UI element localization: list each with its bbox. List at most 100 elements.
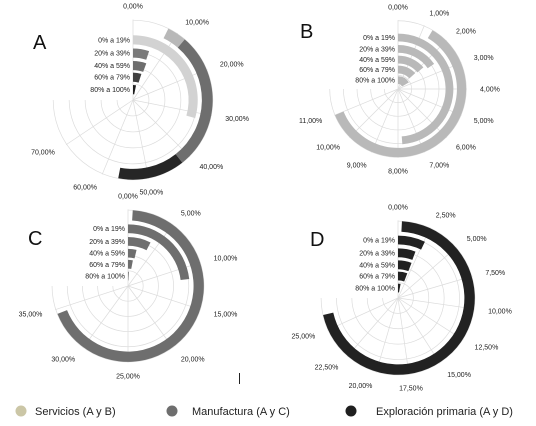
tick-label: 35,00% [19, 311, 43, 318]
legend-label-manufactura: Manufactura (A y C) [192, 406, 290, 418]
grid-spoke [334, 88, 399, 116]
tick-label: 10,00% [185, 19, 209, 26]
grid-spoke [397, 275, 473, 299]
tick-label: 60,00% [73, 184, 97, 191]
tick-label: 7,00% [429, 162, 449, 169]
category-bar [398, 248, 416, 260]
grid-spoke [397, 88, 425, 153]
grid-spoke [82, 285, 129, 349]
tick-label: 50,00% [139, 190, 163, 197]
tick-label: 6,00% [456, 144, 476, 151]
tick-label: 20,00% [349, 383, 373, 390]
panel-letter: C [28, 228, 42, 250]
grid-spoke [397, 297, 475, 310]
category-bar [133, 72, 142, 83]
grid-spoke [397, 297, 441, 364]
tick-label: 30,00% [51, 356, 75, 363]
category-label: 60% a 79% [359, 274, 395, 281]
tick-label: 22,50% [315, 364, 339, 371]
tick-label: 15,00% [447, 372, 471, 379]
category-label: 60% a 79% [89, 262, 125, 269]
category-bar [133, 60, 147, 72]
legend: Servicios (A y B) Manufactura (A y C) Ex… [15, 405, 513, 418]
category-bar [398, 235, 425, 250]
category-label: 80% a 100% [85, 274, 125, 281]
panel-letter: B [300, 21, 313, 43]
grid-spoke [349, 88, 399, 138]
category-bar [398, 55, 424, 73]
grid-spoke [375, 297, 399, 373]
grid-spoke [397, 88, 462, 116]
outer-arc-segment [118, 154, 183, 180]
tick-label: 20,00% [181, 356, 205, 363]
category-label: 40% a 59% [359, 57, 395, 64]
tick-label: 7,50% [485, 270, 505, 277]
category-label: 0% a 19% [98, 37, 130, 44]
category-bar [398, 260, 412, 272]
panel-letter: A [33, 32, 47, 54]
tick-label: 2,00% [456, 29, 476, 36]
grid-spoke [127, 223, 174, 287]
category-label: 80% a 100% [355, 78, 395, 85]
grid-ring [82, 240, 174, 332]
grid-spoke [397, 88, 447, 138]
grid-spoke [132, 99, 213, 117]
tick-label: 4,00% [480, 87, 500, 94]
category-label: 60% a 79% [94, 75, 130, 82]
grid-ring [382, 282, 414, 314]
legend-item-exploracion-primaria: Exploración primaria (A y D) [345, 405, 513, 418]
polar-grid [51, 209, 205, 363]
category-label: 40% a 59% [89, 251, 125, 258]
grid-spoke [65, 99, 134, 146]
outer-arc-segment [163, 28, 185, 48]
category-label: 60% a 79% [359, 67, 395, 74]
category-bar [133, 85, 137, 95]
category-label: 0% a 19% [93, 226, 125, 233]
grid-spoke [101, 99, 134, 175]
category-label: 40% a 59% [359, 262, 395, 269]
grid-ring [351, 251, 445, 345]
grid-spoke [127, 261, 201, 287]
category-label: 20% a 39% [94, 51, 130, 58]
category-bar [128, 224, 190, 281]
tick-label: 20,00% [220, 62, 244, 69]
grid-spoke [127, 285, 174, 349]
grid-spoke [327, 297, 399, 331]
tick-label: 8,00% [388, 169, 408, 176]
tick-label: 25,00% [116, 374, 140, 381]
category-label: 0% a 19% [363, 238, 395, 245]
category-bar [128, 248, 137, 259]
grid-spoke [397, 297, 464, 341]
category-label: 80% a 100% [90, 87, 130, 94]
grid-spoke [371, 88, 399, 153]
legend-swatch-servicios [15, 405, 27, 417]
category-label: 40% a 59% [94, 63, 130, 70]
grid-spoke [132, 99, 191, 158]
category-bar [398, 65, 416, 79]
category-bar [133, 48, 150, 60]
tick-label: 10,00% [214, 256, 238, 263]
grid-ring [320, 220, 476, 376]
category-bar [128, 271, 129, 281]
tick-label: 0,00% [118, 194, 138, 201]
category-bar [128, 259, 133, 269]
grid-spoke [132, 68, 208, 101]
grid-ring [97, 255, 159, 317]
category-label: 20% a 39% [89, 239, 125, 246]
category-label: 80% a 100% [355, 286, 395, 293]
tick-label: 15,00% [214, 311, 238, 318]
legend-item-manufactura: Manufactura (A y C) [166, 405, 290, 418]
grid-spoke [397, 246, 457, 299]
chart-panel-b: B 0,00% 1,00% 2,00% 3,00% 4,00% 5,00% 6,00% 7,00… [299, 5, 500, 176]
tick-label: 0,00% [123, 4, 143, 11]
grid-ring [366, 266, 430, 330]
outer-arc [118, 28, 213, 180]
tick-label: 10,00% [488, 308, 512, 315]
grid-ring [51, 209, 205, 363]
tick-label: 10,00% [316, 144, 340, 151]
category-label: 20% a 39% [359, 46, 395, 53]
chart-panel-c: C 0,00% 5,00% 10,00% 15,00% 20,00% 25,00% 30,00… [19, 194, 238, 381]
tick-label: 40,00% [199, 164, 223, 171]
tick-label: 17,50% [399, 386, 423, 393]
